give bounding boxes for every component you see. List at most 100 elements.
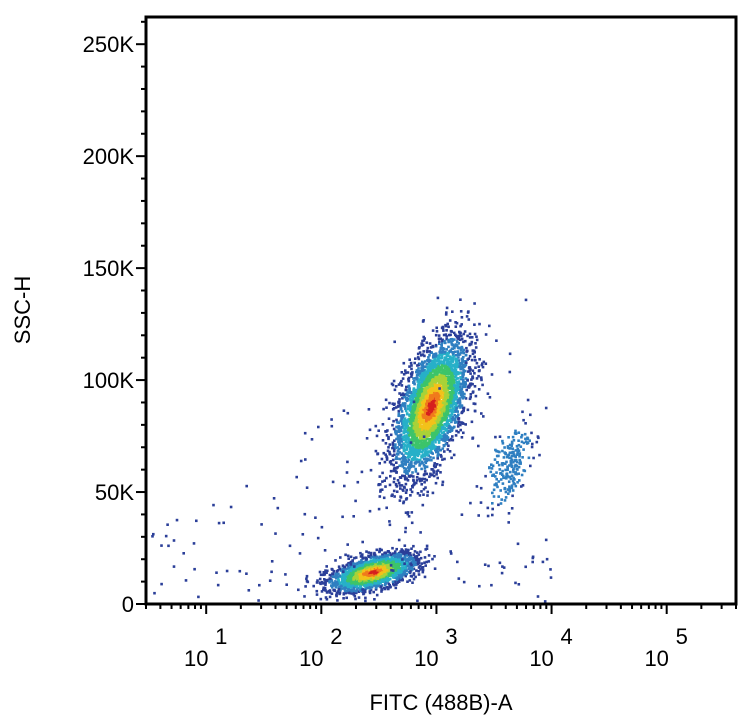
event-dot	[404, 426, 408, 429]
event-dot	[446, 354, 450, 357]
event-dot	[395, 583, 398, 586]
event-dot	[328, 573, 332, 577]
event-dot	[414, 394, 417, 397]
event-dot	[416, 438, 419, 442]
event-dot	[388, 520, 391, 523]
event-dot	[441, 341, 444, 345]
event-dot	[435, 415, 439, 419]
event-dot	[450, 397, 454, 401]
event-dot	[361, 590, 364, 594]
event-dot	[306, 580, 310, 584]
event-dot	[412, 416, 415, 420]
event-dot	[400, 429, 403, 433]
event-dot	[459, 390, 462, 394]
event-dot	[413, 481, 416, 485]
event-dot	[428, 399, 431, 403]
event-dot	[426, 387, 429, 390]
event-dot	[411, 425, 414, 428]
event-dot	[449, 414, 453, 417]
event-dot	[423, 467, 427, 470]
event-dot	[440, 431, 444, 435]
event-dot	[459, 348, 463, 352]
event-dot	[400, 440, 404, 443]
event-dot	[420, 417, 423, 420]
event-dot	[372, 565, 376, 568]
event-dot	[462, 385, 466, 388]
event-dot	[439, 389, 443, 393]
event-dot	[397, 447, 401, 451]
event-dot	[409, 361, 413, 365]
event-dot	[411, 558, 414, 562]
event-dot	[405, 434, 408, 437]
event-dot	[417, 440, 420, 444]
event-dot	[426, 490, 429, 494]
event-dot	[466, 334, 469, 338]
event-dot	[409, 555, 413, 559]
event-dot	[432, 354, 435, 358]
event-dot	[436, 376, 440, 379]
event-dot	[440, 379, 444, 383]
event-dot	[458, 361, 462, 365]
event-dot	[468, 336, 472, 339]
event-dot	[429, 409, 432, 413]
event-dot	[336, 599, 339, 602]
event-dot	[374, 449, 378, 453]
event-dot	[427, 418, 430, 421]
event-dot	[411, 438, 415, 441]
event-dot	[415, 451, 419, 455]
event-dot	[367, 568, 371, 572]
event-dot	[362, 592, 366, 595]
event-dot	[439, 396, 443, 399]
event-dot	[315, 581, 319, 584]
event-dot	[454, 333, 457, 337]
event-dot	[390, 462, 393, 466]
event-dot	[400, 484, 404, 487]
event-dot	[435, 405, 438, 408]
event-dot	[463, 364, 467, 368]
event-dot	[450, 438, 454, 442]
event-dot	[439, 357, 443, 360]
event-dot	[417, 347, 421, 350]
event-dot	[402, 446, 406, 449]
event-dot	[392, 582, 395, 586]
event-dot	[396, 564, 399, 567]
event-dot	[464, 339, 467, 343]
event-dot	[473, 409, 477, 413]
event-dot	[436, 396, 439, 399]
event-dot	[435, 435, 438, 439]
event-dot	[419, 556, 423, 560]
event-dot	[408, 358, 411, 361]
event-dot	[459, 310, 463, 313]
event-dot	[464, 423, 467, 426]
event-dot	[408, 466, 411, 469]
event-dot	[369, 585, 372, 588]
event-dot	[419, 479, 422, 483]
event-dot	[443, 391, 447, 394]
event-dot	[426, 409, 430, 413]
event-dot	[418, 464, 421, 467]
event-dot	[374, 563, 377, 566]
event-dot	[340, 584, 343, 588]
event-dot	[337, 565, 341, 568]
event-dot	[460, 347, 464, 350]
event-dot	[354, 597, 357, 601]
event-dot	[443, 423, 447, 426]
event-dot	[394, 586, 398, 590]
event-dot	[422, 319, 425, 322]
event-dot	[336, 575, 340, 578]
event-dot	[490, 373, 494, 376]
event-dot	[433, 361, 436, 364]
event-dot	[400, 418, 403, 422]
event-dot	[410, 407, 414, 411]
event-dot	[436, 384, 440, 387]
event-dot	[420, 454, 423, 457]
event-dot	[408, 418, 412, 421]
event-dot	[450, 393, 453, 396]
event-dot	[446, 372, 449, 375]
event-dot	[406, 391, 409, 394]
event-dot	[394, 569, 397, 573]
event-dot	[393, 580, 397, 583]
event-dot	[393, 477, 396, 480]
event-dot	[422, 376, 426, 379]
event-dot	[460, 323, 463, 326]
